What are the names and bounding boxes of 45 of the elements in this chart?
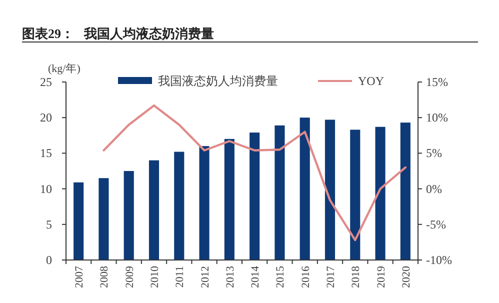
bar [250, 132, 260, 260]
y-axis-title: (kg/年) [48, 63, 81, 75]
bar [148, 160, 160, 260]
x-tick-label: 2015 [274, 266, 287, 288]
bar [274, 125, 285, 260]
legend-label: 我国液态奶人均消费量 [158, 74, 278, 88]
legend-label: YOY [358, 74, 384, 88]
x-tick-label: 2016 [300, 266, 312, 288]
bar [324, 120, 336, 260]
x-tick-label: 2008 [98, 266, 111, 288]
y2-tick-label: 5% [426, 146, 442, 160]
y-tick-label: 25 [40, 75, 52, 89]
bar [224, 138, 234, 260]
y2-tick-label: -5% [426, 217, 446, 232]
y2-tick-label: 0% [426, 182, 442, 196]
y2-tick-label: 10% [426, 110, 448, 125]
x-tick-label: 2007 [74, 266, 86, 288]
x-tick-label: 2012 [199, 266, 212, 288]
y-tick-label: 10 [40, 182, 52, 196]
bar [300, 118, 310, 260]
y-tick-label: 20 [40, 110, 52, 125]
x-tick-label: 2013 [224, 266, 236, 288]
bar [375, 126, 386, 260]
y-tick-label: 5 [46, 217, 52, 232]
line-series [102, 104, 407, 242]
bar [350, 130, 360, 260]
bar [174, 152, 184, 260]
x-tick-label: 2018 [350, 266, 362, 288]
x-tick-label: 2014 [250, 266, 262, 288]
chart-title: 图表29： 我国人均液态奶消费量 [22, 26, 214, 41]
bar [124, 171, 134, 260]
y-tick-label: 15 [40, 146, 52, 160]
y-tick-label: 0 [46, 253, 52, 267]
bar [199, 146, 210, 260]
y2-tick-label: 15% [426, 75, 448, 89]
x-tick-label: 2017 [325, 266, 337, 288]
x-tick-label: 2011 [174, 266, 186, 288]
bar [98, 178, 109, 260]
y2-tick-label: -10% [426, 253, 452, 267]
x-tick-label: 2020 [400, 266, 412, 288]
bar [74, 182, 84, 260]
bar [400, 122, 410, 260]
x-tick-label: 2010 [149, 266, 161, 288]
x-tick-label: 2019 [375, 266, 388, 288]
x-tick-label: 2009 [124, 266, 136, 288]
